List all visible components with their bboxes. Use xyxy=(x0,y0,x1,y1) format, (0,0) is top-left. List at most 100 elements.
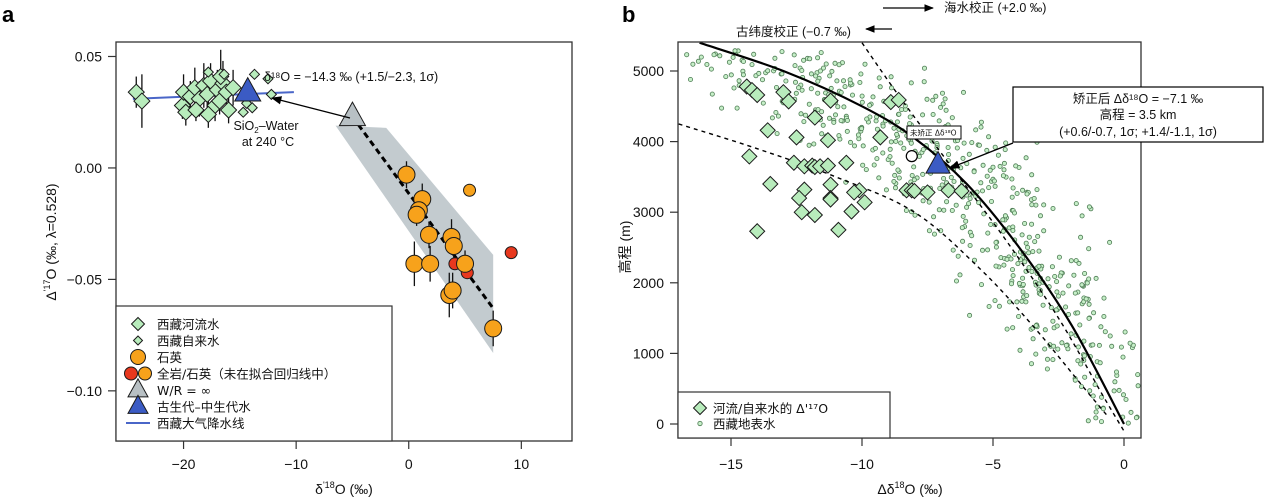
surface-water-point xyxy=(1125,420,1131,426)
surface-water-point xyxy=(838,118,844,124)
y-tick-label: 2000 xyxy=(633,275,664,291)
surface-water-point xyxy=(801,57,807,63)
whole-rock-point xyxy=(504,246,518,260)
surface-water-point xyxy=(817,68,823,74)
surface-water-point xyxy=(894,131,900,137)
surface-water-point xyxy=(931,214,937,220)
surface-water-point xyxy=(1004,326,1010,332)
surface-water-point xyxy=(1075,358,1081,364)
surface-water-point xyxy=(986,134,992,140)
legend-item: 河流/自来水的 Δ'¹⁷O xyxy=(692,400,828,416)
surface-water-point xyxy=(711,52,717,58)
surface-water-point xyxy=(709,91,715,97)
surface-water-point xyxy=(911,164,917,170)
surface-water-point xyxy=(946,151,952,157)
surface-water-point xyxy=(1093,409,1099,415)
surface-water-point xyxy=(1001,167,1007,173)
surface-water-point xyxy=(1086,204,1092,210)
surface-water-point xyxy=(1052,273,1058,279)
surface-water-point xyxy=(993,263,999,269)
surface-water-point xyxy=(829,68,835,74)
quartz-point xyxy=(420,225,439,244)
y-tick-label: 0.00 xyxy=(75,160,102,176)
surface-water-point xyxy=(819,131,825,137)
surface-water-point xyxy=(1098,324,1104,330)
surface-water-point xyxy=(876,75,882,81)
surface-water-point xyxy=(719,105,725,111)
surface-water-point xyxy=(1063,304,1069,310)
quartz-point xyxy=(463,183,477,197)
surface-water-point xyxy=(1097,360,1103,366)
surface-water-point xyxy=(1057,273,1063,279)
surface-water-point xyxy=(807,56,813,62)
surface-water-point xyxy=(813,73,819,79)
surface-water-point xyxy=(1099,419,1105,425)
surface-water-point xyxy=(911,177,917,183)
surface-water-point xyxy=(799,68,805,74)
surface-water-point xyxy=(760,77,766,83)
surface-water-point xyxy=(1020,289,1026,295)
surface-water-point xyxy=(1135,383,1141,389)
quartz-point xyxy=(443,281,462,300)
tap-water-point xyxy=(265,88,278,101)
surface-water-point xyxy=(943,107,949,113)
legend-label: 石英 xyxy=(157,350,183,365)
surface-water-point xyxy=(796,85,802,91)
surface-water-point xyxy=(1056,293,1062,299)
surface-water-point xyxy=(887,154,893,160)
diamond-icon xyxy=(130,316,146,332)
surface-water-point xyxy=(1082,353,1088,359)
result-annotation-box: 矫正后 Δδ¹⁸O = −7.1 ‰ 高程 = 3.5 km (+0.6/-0.… xyxy=(1012,86,1264,143)
surface-water-point xyxy=(1078,234,1084,240)
surface-water-point xyxy=(920,147,926,153)
surface-water-point xyxy=(903,207,909,213)
legend-item: 石英 xyxy=(130,349,183,365)
surface-water-point xyxy=(823,61,829,67)
lower-bound-dashed-line xyxy=(678,123,1109,418)
surface-water-point xyxy=(920,171,926,177)
surface-water-point xyxy=(1020,187,1026,193)
surface-water-point xyxy=(1030,249,1036,255)
x-tick-label: −10 xyxy=(850,456,874,472)
result-line-2: 高程 = 3.5 km xyxy=(1100,107,1177,122)
panel-a-x-axis-title: δ'18O (‰) xyxy=(315,480,373,497)
surface-water-point xyxy=(1009,281,1015,287)
surface-water-point xyxy=(967,242,973,248)
surface-water-point xyxy=(775,113,781,119)
surface-water-point xyxy=(967,312,973,318)
river-water-point xyxy=(224,78,242,97)
surface-water-point xyxy=(842,84,848,90)
quartz-point xyxy=(484,319,503,338)
river-tap-water-point xyxy=(843,203,860,220)
surface-water-point xyxy=(1054,279,1060,285)
surface-water-point xyxy=(898,140,904,146)
surface-water-point xyxy=(1087,388,1093,394)
surface-water-point xyxy=(1010,325,1016,331)
surface-water-point xyxy=(960,238,966,244)
legend-label: 古生代–中生代水 xyxy=(157,400,251,415)
legend-label: W/R = ∞ xyxy=(157,383,211,398)
surface-water-point xyxy=(992,183,998,189)
river-water-point xyxy=(133,92,151,110)
surface-water-point xyxy=(1035,233,1041,239)
legend-label: 全岩/石英（未在拟合回归线中） xyxy=(157,367,336,382)
surface-water-point xyxy=(1024,293,1030,299)
surface-water-point xyxy=(893,185,899,191)
surface-water-point xyxy=(949,115,955,121)
surface-water-point xyxy=(880,150,886,156)
surface-water-point xyxy=(889,85,895,91)
surface-water-point xyxy=(1017,347,1023,353)
surface-water-point xyxy=(728,72,734,78)
river-tap-water-point xyxy=(906,182,923,200)
surface-water-point xyxy=(959,225,965,231)
uncorrected-label: 未矫正 Δδ¹⁸O xyxy=(910,128,957,138)
tap-water-point xyxy=(248,68,261,81)
surface-water-point xyxy=(1090,342,1096,348)
surface-water-point xyxy=(779,49,785,55)
surface-water-point xyxy=(909,172,915,178)
diamond-small-icon xyxy=(132,335,144,346)
surface-water-point xyxy=(741,59,747,65)
surface-water-point xyxy=(1085,418,1091,424)
panel-b: −15 −10 −5 0 0 1000 2000 3000 4000 5000 Δδ18O (‰… xyxy=(617,0,1264,497)
river-tap-water-point xyxy=(819,131,837,149)
